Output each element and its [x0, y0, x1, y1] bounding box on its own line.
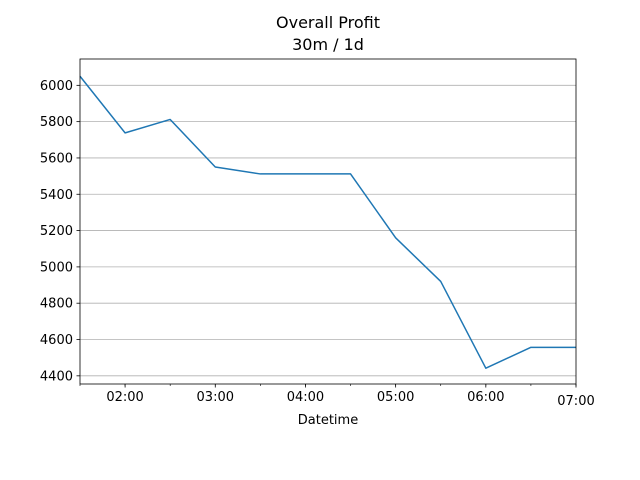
series-layer	[79, 75, 577, 369]
x-tick-label: 03:00	[197, 390, 234, 405]
y-tick-label: 4400	[40, 369, 73, 384]
plot-frame	[79, 58, 577, 385]
x-tick-label: 02:00	[106, 390, 143, 405]
y-tick-label: 4600	[40, 333, 73, 348]
x-tick-label: 07:00	[557, 394, 594, 409]
axes	[79, 58, 577, 385]
y-tick-label: 5600	[40, 151, 73, 166]
tick-layer: 4400 4600 4800 5000 5200 5400 5600 5800 6000 02:0…	[40, 79, 595, 409]
series-line	[79, 75, 576, 369]
y-tick-label: 4800	[40, 297, 73, 312]
grid-lines	[80, 84, 576, 377]
x-tick-label: 06:00	[467, 390, 504, 405]
y-tick-label: 5200	[40, 224, 73, 239]
x-axis-label: Datetime	[298, 413, 358, 428]
x-tick-label: 05:00	[377, 390, 414, 405]
y-tick-label: 5000	[40, 260, 73, 275]
y-tick-label: 5400	[40, 188, 73, 203]
chart-subtitle: 30m / 1d	[292, 35, 364, 54]
chart-title: Overall Profit	[276, 13, 380, 32]
x-tick-label: 04:00	[287, 390, 324, 405]
y-tick-label: 6000	[40, 79, 73, 94]
y-tick-label: 5800	[40, 115, 73, 130]
